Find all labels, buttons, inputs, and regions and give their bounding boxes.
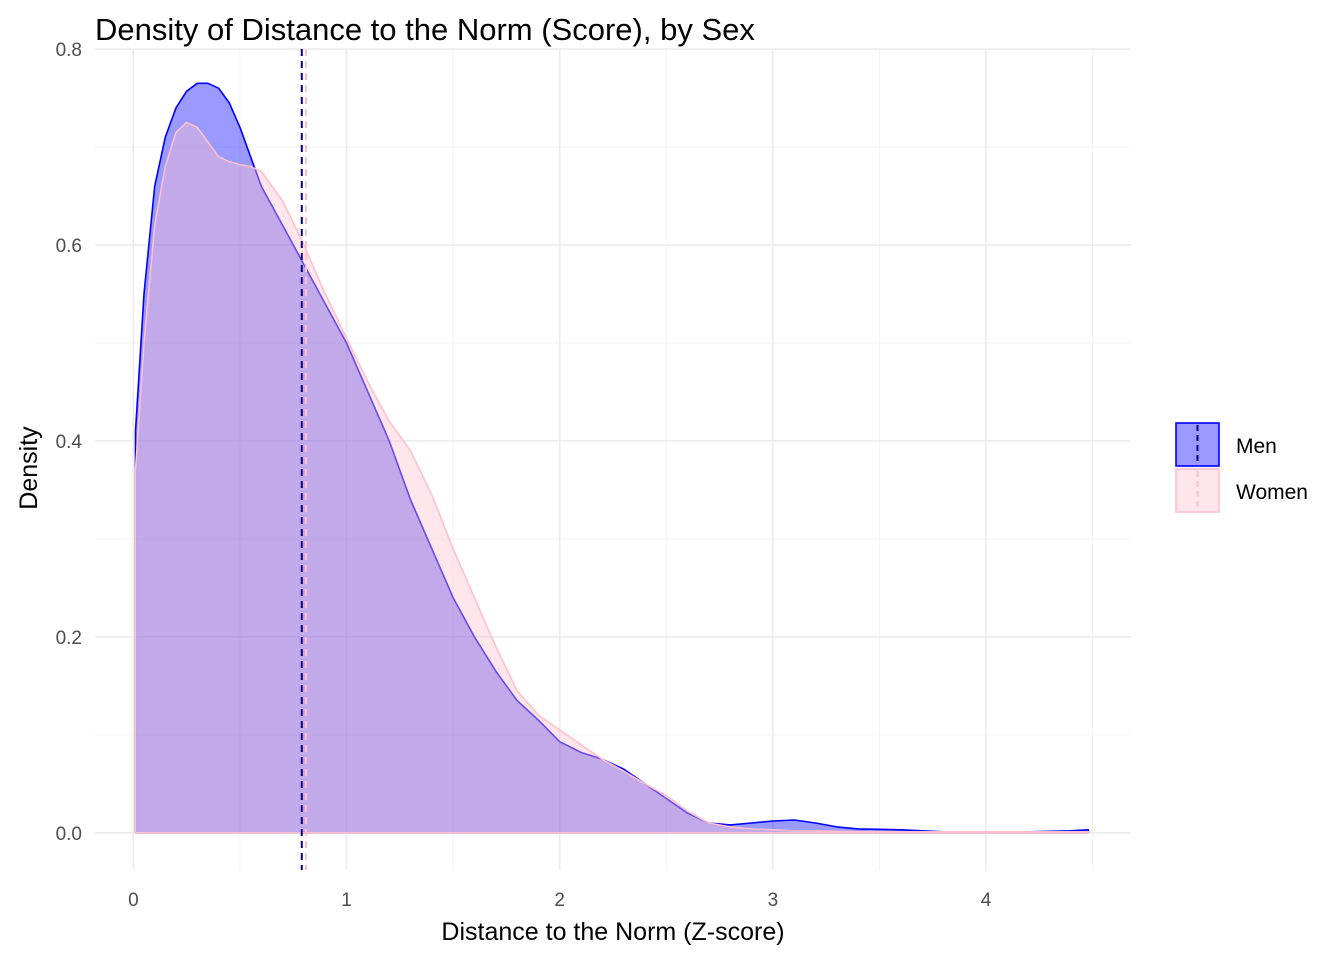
x-tick-label: 1: [341, 890, 352, 911]
x-axis-title: Distance to the Norm (Z-score): [441, 918, 784, 946]
x-axis-ticks: 0 1 2 3 4: [128, 890, 992, 911]
y-tick-label: 0.8: [56, 40, 82, 61]
density-area-men: [134, 82, 1090, 834]
x-tick-label: 4: [981, 890, 992, 911]
x-tick-label: 0: [128, 890, 139, 911]
legend-item-men: Men: [1175, 422, 1277, 467]
y-tick-label: 0.4: [56, 432, 83, 453]
y-axis-title: Density: [15, 426, 43, 510]
x-tick-label: 3: [768, 890, 779, 911]
y-axis-ticks: 0.0 0.2 0.4 0.6 0.8: [56, 40, 83, 845]
y-tick-label: 0.0: [56, 824, 82, 845]
chart-title: Density of Distance to the Norm (Score),…: [95, 12, 755, 47]
y-tick-label: 0.2: [56, 628, 82, 649]
legend: Men Women: [1175, 422, 1308, 513]
mean-lines: [300, 49, 308, 870]
grid-lines: [95, 48, 1131, 870]
legend-label: Women: [1236, 481, 1308, 504]
x-tick-label: 2: [554, 890, 565, 911]
density-area-women: [134, 121, 1090, 834]
density-areas: [134, 82, 1090, 834]
legend-item-women: Women: [1175, 468, 1308, 513]
legend-label: Men: [1236, 435, 1277, 458]
y-tick-label: 0.6: [56, 236, 82, 257]
